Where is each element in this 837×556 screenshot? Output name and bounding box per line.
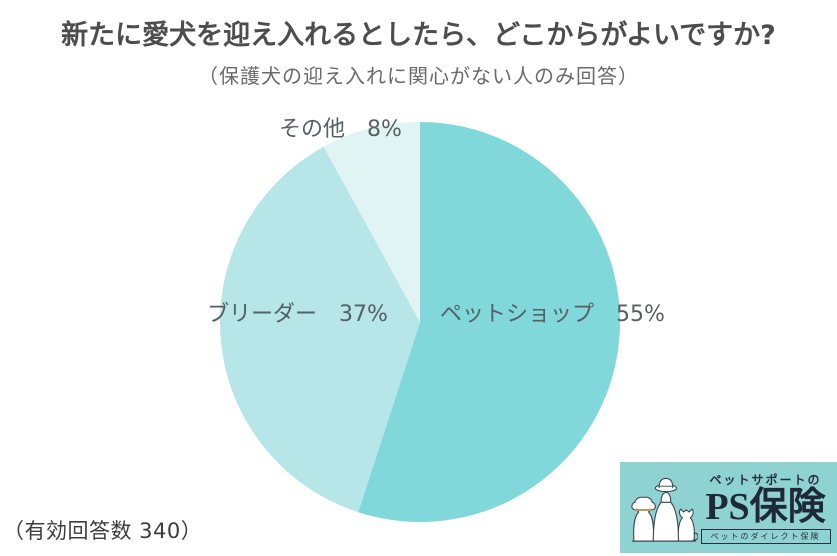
pie-slice-other	[323, 122, 420, 322]
chart-subtitle: （保護犬の迎え入れに関心がない人のみ回答）	[198, 64, 639, 88]
ps-insurance-logo: ペットサポートの PS保険 ペットのダイレクト保険	[620, 462, 837, 553]
slice-name: ブリーダー	[207, 302, 318, 327]
logo-brand-name: PS保険	[705, 486, 826, 529]
pie-slice-breeder	[220, 146, 420, 513]
pie-slice-pet-shop	[358, 121, 621, 522]
slice-percent: 37%	[339, 302, 388, 327]
logo-tagline-top: ペットサポートの	[709, 473, 822, 488]
logo-tagline-bottom: ペットのダイレクト保険	[700, 528, 831, 544]
slice-label-other: その他 8%	[279, 117, 402, 143]
slice-name: その他	[279, 117, 346, 142]
valid-responses-note: （有効回答数 340）	[3, 519, 203, 543]
slice-percent: 8%	[367, 117, 402, 142]
slice-percent: 55%	[616, 302, 665, 327]
chart-title: 新たに愛犬を迎え入れるとしたら、どこからがよいですか?	[61, 20, 776, 51]
owner-with-dog-and-cat-icon	[631, 477, 698, 542]
slice-name: ペットショップ	[440, 302, 595, 327]
slice-label-breeder: ブリーダー 37%	[207, 302, 388, 328]
logo-text-block: ペットサポートの PS保険 ペットのダイレクト保険	[700, 471, 831, 544]
slice-label-pet-shop: ペットショップ 55%	[440, 302, 665, 328]
